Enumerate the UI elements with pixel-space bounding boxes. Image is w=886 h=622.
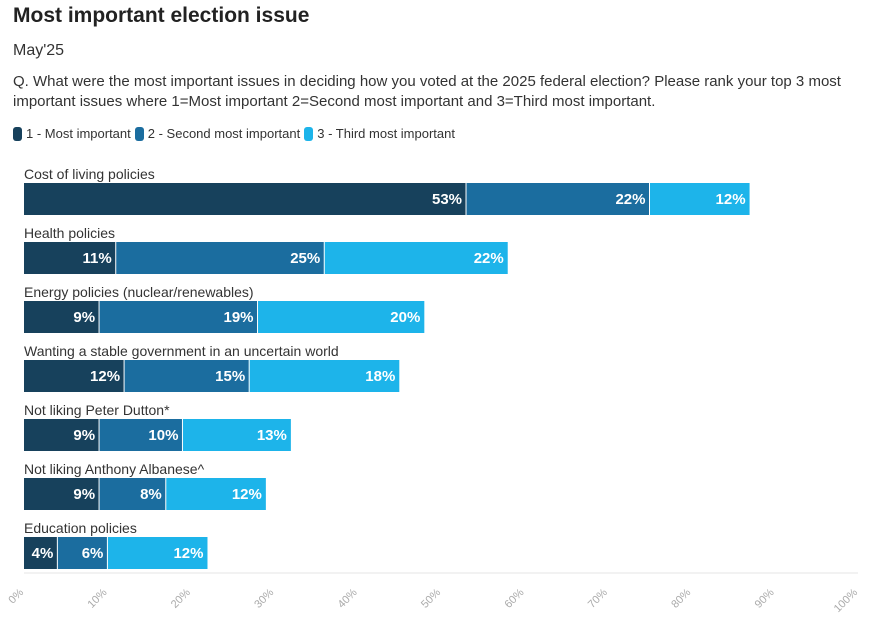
bar-not-liking-anthony-albanese-series-3: [165, 478, 266, 510]
x-tick-label: 30%: [252, 586, 276, 610]
bar-cost-of-living-policies-series-3: [649, 183, 750, 215]
x-tick-label: 100%: [832, 586, 861, 615]
category-label-wanting-a-stable-government-in-an-uncertain-world: Wanting a stable government in an uncert…: [24, 343, 339, 359]
data-label-not-liking-anthony-albanese-series-2: 8%: [140, 486, 162, 503]
bar-education-policies-series-2: [57, 537, 108, 569]
data-label-not-liking-anthony-albanese-series-3: 12%: [232, 486, 262, 503]
legend-item-most-important: 1 - Most important: [13, 126, 131, 141]
data-label-education-policies-series-2: 6%: [82, 545, 104, 562]
data-label-energy-policies-nuclear-renewables-series-2: 19%: [223, 309, 253, 326]
data-label-not-liking-anthony-albanese-series-1: 9%: [73, 486, 95, 503]
bar-not-liking-peter-dutton-series-1: [24, 419, 100, 451]
data-label-not-liking-peter-dutton-series-2: 10%: [148, 427, 178, 444]
data-label-cost-of-living-policies-series-3: 12%: [716, 191, 746, 208]
bar-not-liking-anthony-albanese-series-2: [99, 478, 166, 510]
data-label-energy-policies-nuclear-renewables-series-1: 9%: [73, 309, 95, 326]
data-label-cost-of-living-policies-series-2: 22%: [615, 191, 645, 208]
bar-health-policies-series-3: [324, 242, 508, 274]
bar-energy-policies-nuclear-renewables-series-1: [24, 301, 100, 333]
bar-not-liking-peter-dutton-series-3: [182, 419, 291, 451]
bar-energy-policies-nuclear-renewables-series-2: [99, 301, 258, 333]
legend: 1 - Most important 2 - Second most impor…: [13, 126, 459, 141]
x-tick-label: 50%: [419, 586, 443, 610]
x-tick-label: 90%: [753, 586, 777, 610]
bar-cost-of-living-policies-series-1: [24, 183, 467, 215]
legend-item-third-most-important: 3 - Third most important: [304, 126, 455, 141]
bar-not-liking-anthony-albanese-series-1: [24, 478, 100, 510]
bar-energy-policies-nuclear-renewables-series-3: [257, 301, 425, 333]
chart-title: Most important election issue: [13, 4, 310, 27]
data-label-not-liking-peter-dutton-series-1: 9%: [73, 427, 95, 444]
x-tick-label: 60%: [502, 586, 526, 610]
legend-swatch-second-most-important: [134, 126, 144, 141]
bar-health-policies-series-2: [115, 242, 325, 274]
bar-wanting-a-stable-government-in-an-uncertain-world-series-3: [249, 360, 400, 392]
chart-subtitle: May'25: [13, 42, 65, 59]
legend-label-most-important: 1 - Most important: [26, 126, 131, 141]
bar-wanting-a-stable-government-in-an-uncertain-world-series-1: [24, 360, 125, 392]
bar-not-liking-peter-dutton-series-2: [99, 419, 183, 451]
data-label-education-policies-series-1: 4%: [32, 545, 54, 562]
legend-label-third-most-important: 3 - Third most important: [317, 126, 455, 141]
data-label-not-liking-peter-dutton-series-3: 13%: [257, 427, 287, 444]
survey-question: Q. What were the most important issues i…: [13, 73, 841, 110]
x-tick-label: 40%: [336, 586, 360, 610]
category-label-education-policies: Education policies: [24, 520, 137, 536]
legend-label-second-most-important: 2 - Second most important: [147, 126, 301, 141]
data-label-health-policies-series-2: 25%: [290, 250, 320, 267]
data-label-wanting-a-stable-government-in-an-uncertain-world-series-2: 15%: [215, 368, 245, 385]
x-tick-label: 10%: [85, 586, 109, 610]
category-label-not-liking-anthony-albanese: Not liking Anthony Albanese^: [24, 461, 205, 477]
bar-education-policies-series-1: [24, 537, 58, 569]
category-label-energy-policies-nuclear-renewables: Energy policies (nuclear/renewables): [24, 284, 254, 300]
legend-swatch-most-important: [13, 126, 22, 141]
category-label-cost-of-living-policies: Cost of living policies: [24, 166, 155, 182]
bar-education-policies-series-3: [107, 537, 208, 569]
data-label-wanting-a-stable-government-in-an-uncertain-world-series-1: 12%: [90, 368, 120, 385]
x-tick-label: 0%: [6, 586, 26, 606]
data-label-wanting-a-stable-government-in-an-uncertain-world-series-3: 18%: [365, 368, 395, 385]
legend-swatch-third-most-important: [304, 126, 314, 141]
legend-item-second-most-important: 2 - Second most important: [134, 126, 301, 141]
bar-health-policies-series-1: [24, 242, 116, 274]
data-label-education-policies-series-3: 12%: [173, 545, 203, 562]
data-label-health-policies-series-3: 22%: [474, 250, 504, 267]
bar-wanting-a-stable-government-in-an-uncertain-world-series-2: [124, 360, 250, 392]
category-label-health-policies: Health policies: [24, 225, 115, 241]
x-tick-label: 20%: [169, 586, 193, 610]
data-label-cost-of-living-policies-series-1: 53%: [432, 191, 462, 208]
bar-cost-of-living-policies-series-2: [466, 183, 650, 215]
x-tick-label: 70%: [586, 586, 610, 610]
category-label-not-liking-peter-dutton: Not liking Peter Dutton*: [24, 402, 170, 418]
x-tick-label: 80%: [669, 586, 693, 610]
data-label-health-policies-series-1: 11%: [83, 250, 112, 267]
data-label-energy-policies-nuclear-renewables-series-3: 20%: [390, 309, 420, 326]
